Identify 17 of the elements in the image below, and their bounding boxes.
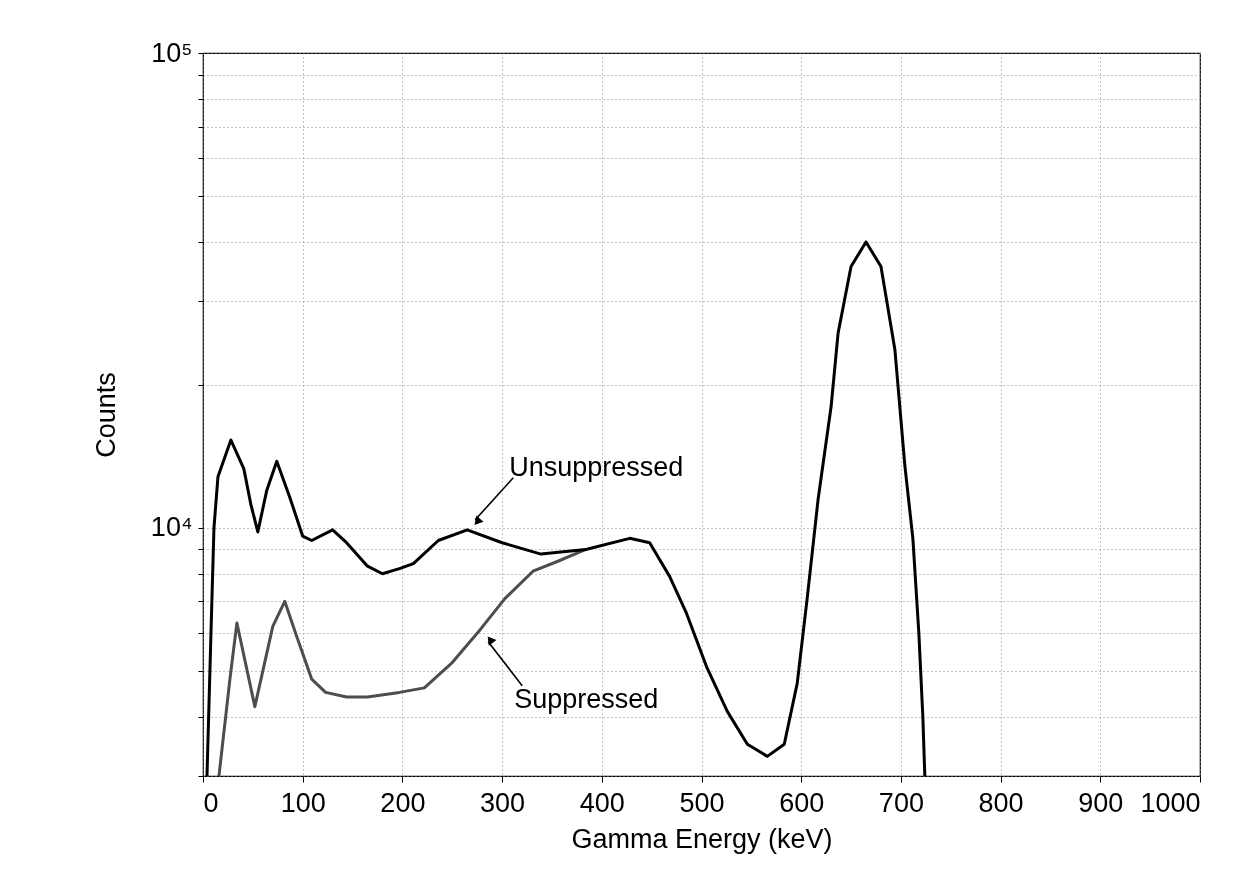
x-tick-label: 700 (878, 787, 924, 818)
x-tick-label: 1000 (1140, 787, 1201, 818)
x-tick-label: 900 (1078, 787, 1124, 818)
x-tick-label: 500 (679, 787, 725, 818)
x-tick-label: 600 (779, 787, 825, 818)
y-tick-label: 10⁵ (151, 37, 193, 68)
x-tick-label: 0 (203, 787, 219, 818)
y-tick-label: 10⁴ (150, 512, 193, 543)
x-tick-label: 100 (280, 787, 326, 818)
x-tick-label: 400 (579, 787, 625, 818)
x-axis-title: Gamma Energy (keV) (571, 823, 833, 854)
x-tick-label: 200 (380, 787, 426, 818)
annotation: Suppressed (514, 683, 659, 714)
y-axis-title: Counts (90, 372, 121, 458)
x-tick-label: 800 (978, 787, 1024, 818)
annotation: Unsuppressed (509, 451, 684, 482)
x-tick-label: 300 (480, 787, 526, 818)
